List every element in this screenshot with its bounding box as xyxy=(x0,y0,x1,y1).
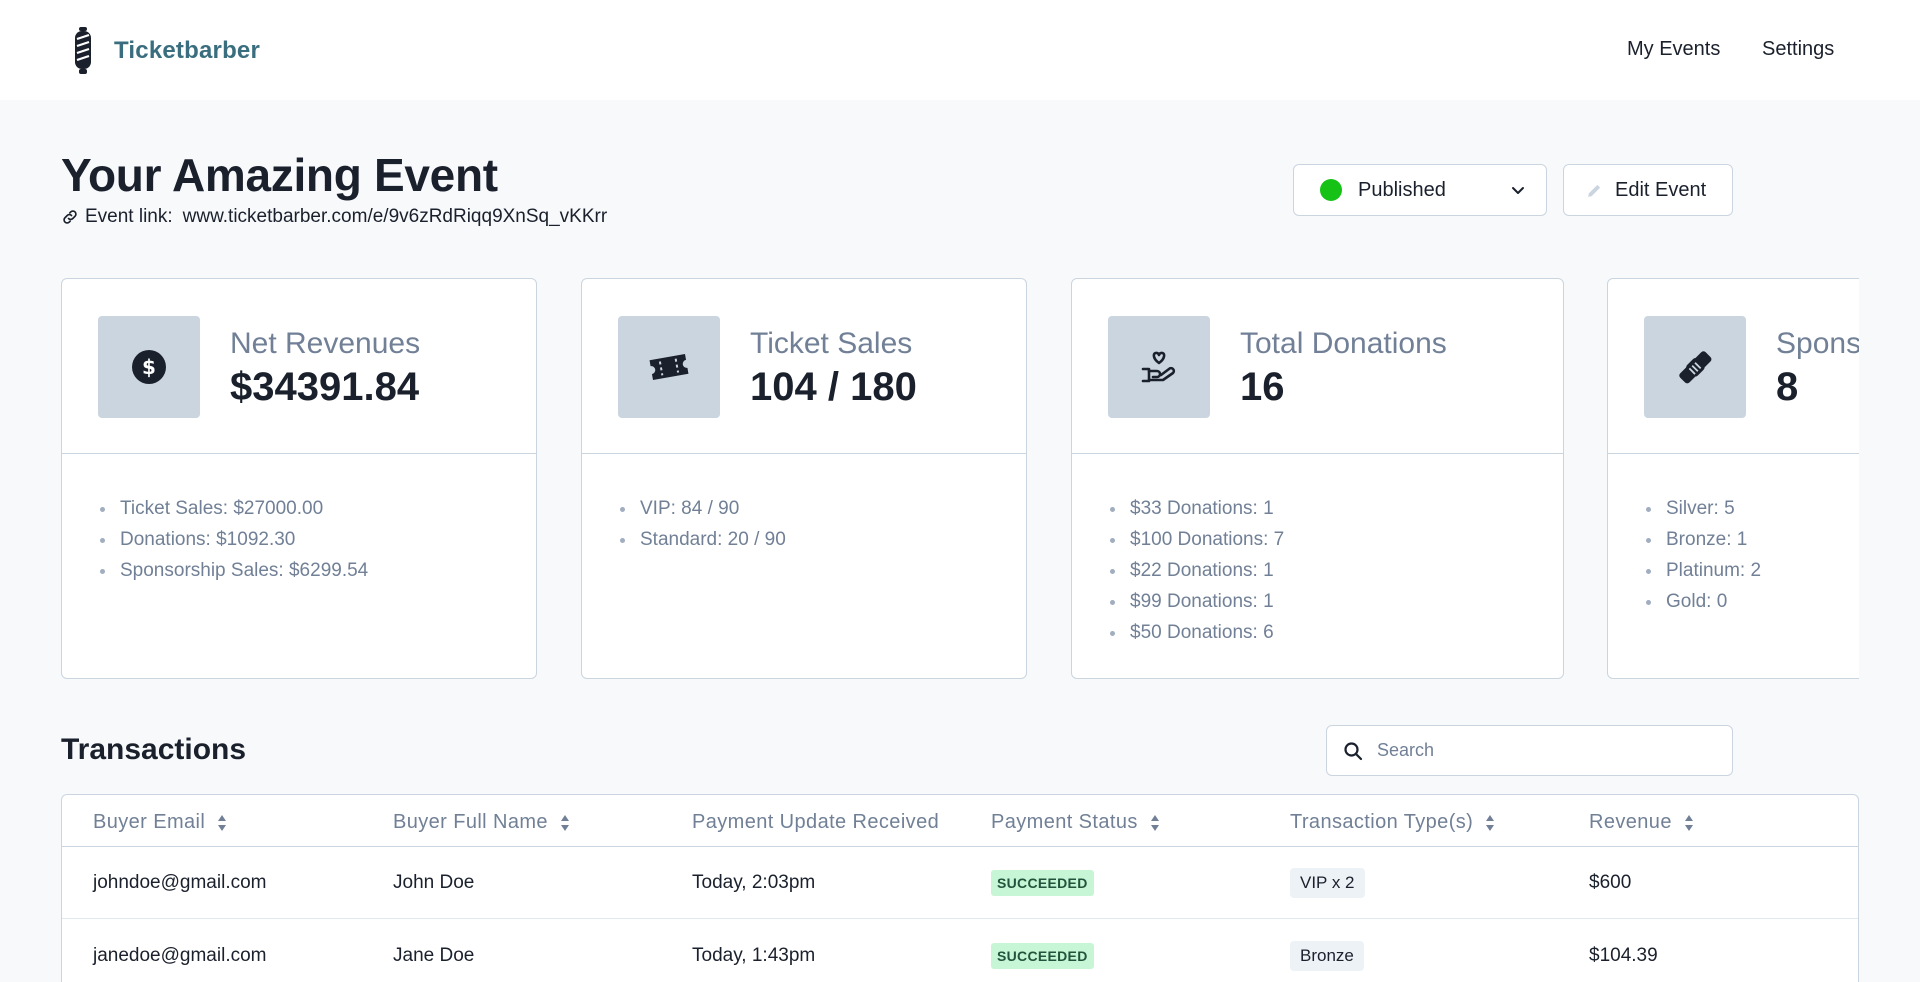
card-breakdown: Ticket Sales: $27000.00 Donations: $1092… xyxy=(100,493,368,586)
nav-my-events[interactable]: My Events xyxy=(1627,38,1721,60)
cell-revenue: $600 xyxy=(1589,872,1632,893)
card-breakdown: $33 Donations: 1 $100 Donations: 7 $22 D… xyxy=(1110,493,1284,648)
cell-transaction-type: Bronze xyxy=(1290,920,1364,982)
dollar-icon: $ xyxy=(132,350,166,384)
card-title: Sponsors xyxy=(1776,327,1859,360)
list-item: $22 Donations: 1 xyxy=(1110,555,1284,586)
column-label: Buyer Email xyxy=(93,811,206,833)
card-title: Total Donations xyxy=(1240,327,1447,360)
card-icon-box xyxy=(1108,316,1210,418)
column-label: Payment Update Received xyxy=(692,811,940,833)
list-item: Ticket Sales: $27000.00 xyxy=(100,493,368,524)
list-item: $33 Donations: 1 xyxy=(1110,493,1284,524)
list-item: Silver: 5 xyxy=(1646,493,1761,524)
column-label: Payment Status xyxy=(991,811,1138,833)
column-header-payment-update: Payment Update Received xyxy=(692,811,939,834)
status-dropdown[interactable]: Published xyxy=(1293,164,1547,216)
column-label: Revenue xyxy=(1589,811,1672,833)
search-box[interactable] xyxy=(1326,725,1733,776)
transactions-table: Buyer Email Buyer Full Name Payment Upda… xyxy=(61,794,1859,982)
handshake-icon xyxy=(1679,351,1712,384)
nav-settings[interactable]: Settings xyxy=(1762,38,1835,60)
svg-text:$: $ xyxy=(142,355,156,379)
sort-icon xyxy=(1150,814,1159,831)
list-item: Platinum: 2 xyxy=(1646,555,1761,586)
link-icon xyxy=(63,210,77,224)
barber-pole-icon xyxy=(75,27,91,74)
cell-buyer-name: John Doe xyxy=(393,872,475,893)
search-input[interactable] xyxy=(1377,740,1717,761)
card-title: Net Revenues xyxy=(230,327,421,360)
card-breakdown: VIP: 84 / 90 Standard: 20 / 90 xyxy=(620,493,786,555)
cell-buyer-email: janedoe@gmail.com xyxy=(93,945,267,966)
cell-payment-update: Today, 2:03pm xyxy=(692,872,816,893)
table-row[interactable]: johndoe@gmail.com John Doe Today, 2:03pm… xyxy=(62,847,1858,919)
status-indicator xyxy=(1320,179,1342,201)
cell-revenue: $104.39 xyxy=(1589,945,1658,966)
card-value: 16 xyxy=(1240,365,1285,409)
column-label: Buyer Full Name xyxy=(393,811,548,833)
edit-event-label: Edit Event xyxy=(1615,178,1707,201)
table-header: Buyer Email Buyer Full Name Payment Upda… xyxy=(62,795,1858,847)
transactions-title: Transactions xyxy=(61,733,247,766)
card-icon-box xyxy=(618,316,720,418)
column-header-transaction-types[interactable]: Transaction Type(s) xyxy=(1290,811,1495,834)
column-label: Transaction Type(s) xyxy=(1290,811,1474,833)
event-link: Event link: www.ticketbarber.com/e/9v6zR… xyxy=(61,206,607,228)
column-header-revenue[interactable]: Revenue xyxy=(1589,811,1694,834)
cell-buyer-email: johndoe@gmail.com xyxy=(93,872,267,893)
list-item: Gold: 0 xyxy=(1646,586,1761,617)
cell-transaction-type: VIP x 2 xyxy=(1290,847,1365,919)
stats-cards: $ Net Revenues $34391.84 Ticket Sales: $… xyxy=(61,278,1859,680)
chevron-down-icon xyxy=(1512,187,1524,194)
ticket-icon xyxy=(649,354,689,380)
edit-event-button[interactable]: Edit Event xyxy=(1563,164,1733,216)
event-link-url[interactable]: www.ticketbarber.com/e/9v6zRdRiqq9XnSq_v… xyxy=(182,206,608,227)
sort-icon xyxy=(1684,814,1693,831)
card-breakdown: Silver: 5 Bronze: 1 Platinum: 2 Gold: 0 xyxy=(1646,493,1761,617)
list-item: $99 Donations: 1 xyxy=(1110,586,1284,617)
card-value: $34391.84 xyxy=(230,365,420,409)
list-item: Donations: $1092.30 xyxy=(100,524,368,555)
donation-hand-icon xyxy=(1141,351,1176,383)
status-badge: SUCCEEDED xyxy=(991,870,1094,896)
column-header-payment-status[interactable]: Payment Status xyxy=(991,811,1160,834)
list-item: $100 Donations: 7 xyxy=(1110,524,1284,555)
sort-icon xyxy=(560,814,569,831)
card-sponsors: Sponsors 8 Silver: 5 Bronze: 1 Platinum:… xyxy=(1607,278,1859,679)
status-value: Published xyxy=(1358,178,1446,201)
card-icon-box: $ xyxy=(98,316,200,418)
brand-logo[interactable]: Ticketbarber xyxy=(74,26,260,76)
card-net-revenues: $ Net Revenues $34391.84 Ticket Sales: $… xyxy=(61,278,537,679)
card-title: Ticket Sales xyxy=(750,327,913,360)
top-bar: Ticketbarber My Events Settings xyxy=(0,0,1920,100)
table-row[interactable]: janedoe@gmail.com Jane Doe Today, 1:43pm… xyxy=(62,920,1858,982)
card-value: 8 xyxy=(1776,365,1799,409)
status-badge: SUCCEEDED xyxy=(991,943,1094,969)
list-item: VIP: 84 / 90 xyxy=(620,493,786,524)
list-item: Bronze: 1 xyxy=(1646,524,1761,555)
card-total-donations: Total Donations 16 $33 Donations: 1 $100… xyxy=(1071,278,1564,679)
search-icon xyxy=(1344,741,1363,760)
column-header-buyer-email[interactable]: Buyer Email xyxy=(93,811,227,834)
card-ticket-sales: Ticket Sales 104 / 180 VIP: 84 / 90 Stan… xyxy=(581,278,1027,679)
page-title: Your Amazing Event xyxy=(61,149,498,201)
sort-icon xyxy=(218,814,227,831)
pencil-icon xyxy=(1588,184,1601,197)
cell-payment-update: Today, 1:43pm xyxy=(692,945,816,966)
sort-icon xyxy=(1486,814,1495,831)
card-icon-box xyxy=(1644,316,1746,418)
list-item: Standard: 20 / 90 xyxy=(620,524,786,555)
cell-payment-status: SUCCEEDED xyxy=(991,847,1094,919)
type-badge: Bronze xyxy=(1290,941,1364,971)
brand-name: Ticketbarber xyxy=(114,37,261,64)
cell-buyer-name: Jane Doe xyxy=(393,945,475,966)
list-item: $50 Donations: 6 xyxy=(1110,617,1284,648)
list-item: Sponsorship Sales: $6299.54 xyxy=(100,555,368,586)
type-badge: VIP x 2 xyxy=(1290,868,1365,898)
event-link-label: Event link: xyxy=(85,206,173,227)
card-value: 104 / 180 xyxy=(750,365,917,409)
column-header-buyer-full-name[interactable]: Buyer Full Name xyxy=(393,811,570,834)
cell-payment-status: SUCCEEDED xyxy=(991,920,1094,982)
